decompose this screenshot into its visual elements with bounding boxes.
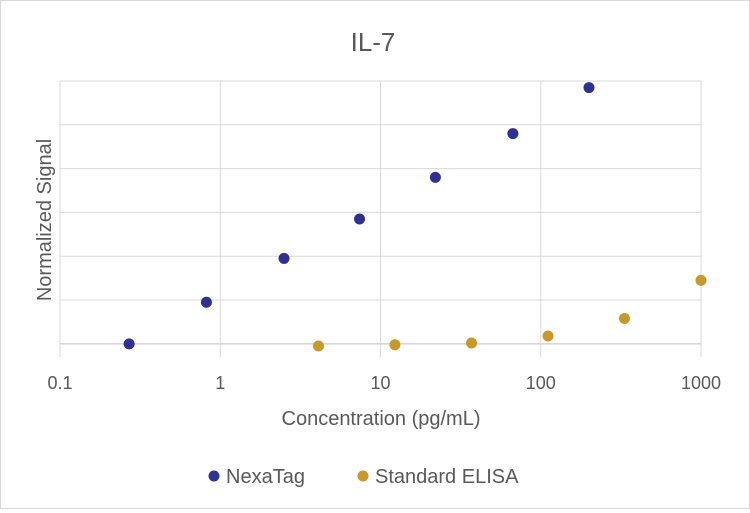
grid <box>59 80 702 357</box>
x-tick-label: 1000 <box>681 373 721 393</box>
x-axis-label: Concentration (pg/mL) <box>282 408 481 430</box>
elisa-point <box>466 337 478 349</box>
nexatag-point <box>123 338 135 350</box>
x-tick-label: 1 <box>215 373 225 393</box>
data-points <box>123 82 707 352</box>
legend-label: NexaTag <box>226 466 305 488</box>
nexatag-point <box>354 213 366 225</box>
nexatag-point <box>429 171 441 183</box>
chart-title: IL-7 <box>351 27 396 57</box>
legend: NexaTag Standard ELISA <box>208 466 519 488</box>
nexatag-point <box>507 128 519 140</box>
legend-label: Standard ELISA <box>375 466 519 488</box>
elisa-point <box>618 312 630 324</box>
nexatag-point <box>583 82 595 94</box>
elisa-point <box>695 274 707 286</box>
nexatag-point <box>200 296 212 308</box>
y-axis-label: Normalized Signal <box>34 139 56 301</box>
x-tick-label: 100 <box>526 373 556 393</box>
nexatag-point <box>278 252 290 264</box>
legend-marker <box>357 470 369 482</box>
elisa-point <box>312 340 324 352</box>
legend-marker <box>208 470 220 482</box>
x-tick-label: 0.1 <box>47 373 72 393</box>
elisa-point <box>389 339 401 351</box>
x-tick-labels: 0.1 1 10 100 1000 <box>47 373 721 393</box>
elisa-point <box>542 330 554 342</box>
x-tick-label: 10 <box>370 373 390 393</box>
